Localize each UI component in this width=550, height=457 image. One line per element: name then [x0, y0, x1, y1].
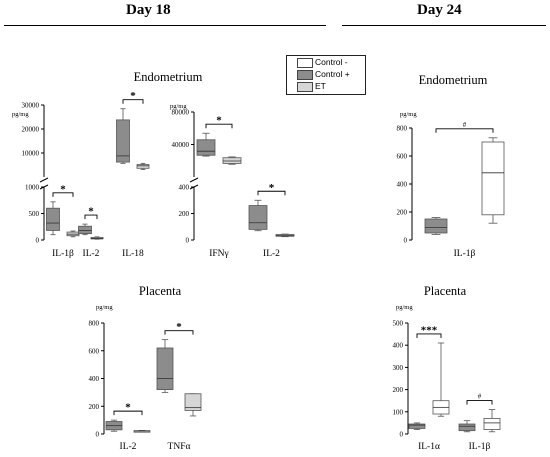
x-category-label-il-1beta: IL-1β [454, 249, 476, 259]
y-axis-label-d18-endo-b: pg/mg [170, 103, 187, 110]
significance-tnfalpha-label: * [176, 321, 182, 333]
box-tnfalpha-control [156, 347, 174, 391]
y-tick-label-d24-endometrium: 400 [397, 181, 408, 189]
y-tick-label-d18-endo-b: 400 [179, 184, 190, 192]
significance-ifngamma-bracket [205, 123, 233, 129]
y-tick-label-d24-placenta: 200 [393, 386, 404, 394]
y-tick-label-d18-placenta: 200 [89, 403, 100, 411]
y-tick-label-d24-endometrium: 800 [397, 125, 408, 133]
header-day-18: Day 18 [126, 2, 171, 18]
box-il-2-control [248, 205, 268, 230]
y-axis-label-d18-endo-a: pg/mg [12, 111, 29, 118]
y-tick-label-d18-endo-b: 40000 [172, 141, 190, 149]
header-rule-day-24 [342, 25, 546, 26]
legend-label: Control + [315, 69, 350, 79]
x-category-label-il-2: IL-2 [83, 249, 100, 259]
y-tick-label-d18-endo-b: 0 [186, 237, 190, 245]
axis-break-mark-d18-endo-a [39, 177, 49, 183]
y-tick-label-d18-endo-b: 80000 [172, 109, 190, 117]
significance-tnfalpha-bracket [164, 330, 194, 335]
legend-label: Control - [315, 57, 348, 67]
legend-item-control-neg: Control - [287, 57, 365, 68]
y-tick-label-d24-placenta: 0 [400, 431, 404, 439]
box-tnfalpha-et [184, 393, 202, 411]
title-d18-endometrium: Endometrium [134, 70, 203, 84]
title-d18-placenta: Placenta [139, 284, 182, 298]
y-axis-label-d24-endometrium: pg/mg [400, 111, 417, 118]
y-tick-label-d18-endo-b: 200 [179, 210, 190, 218]
box-il-1beta-control [458, 423, 476, 432]
x-category-label-il-1alpha: IL-1α [418, 442, 440, 452]
box-il-1alpha-control [408, 423, 426, 429]
y-tick-label-d18-endo-a: 1000 [25, 184, 40, 192]
y-tick-label-d18-endo-a: 20000 [22, 126, 40, 134]
x-category-label-il-1beta: IL-1β [469, 442, 491, 452]
legend-item-control-pos: Control + [287, 69, 365, 80]
x-category-label-il-2: IL-2 [120, 442, 137, 452]
x-category-label-tnfalpha: TNFα [168, 442, 191, 452]
title-d24-endometrium: Endometrium [419, 73, 488, 87]
significance-il-1beta-label: * [60, 183, 66, 195]
legend-swatch [297, 58, 313, 68]
significance-il-2-bracket [257, 190, 286, 196]
legend-item-et: ET [287, 81, 365, 92]
significance-il-1beta-label: # [463, 121, 467, 129]
significance-il-2-label: * [125, 402, 131, 414]
significance-il-1alpha-bracket [416, 333, 442, 338]
significance-il-2-label: * [269, 182, 275, 194]
y-tick-label-d18-endo-a: 30000 [22, 102, 40, 110]
box-il-1beta-control [46, 207, 60, 231]
y-tick-label-d24-placenta: 100 [393, 408, 404, 416]
y-tick-label-d18-placenta: 400 [89, 375, 100, 383]
significance-il-2-label: * [88, 206, 94, 218]
significance-il-18-bracket [122, 99, 144, 104]
significance-il-18-label: * [130, 90, 136, 102]
y-tick-label-d24-endometrium: 0 [404, 237, 408, 245]
box-ifngamma-et [222, 157, 242, 164]
box-il-1beta-control [481, 141, 505, 216]
x-category-label-il-2: IL-2 [263, 249, 280, 259]
significance-il-1alpha-label: *** [421, 324, 438, 336]
y-tick-label-d24-placenta: 400 [393, 342, 404, 350]
y-axis-label-d24-placenta: pg/mg [396, 304, 413, 311]
y-tick-label-d24-endometrium: 200 [397, 209, 408, 217]
title-d24-placenta: Placenta [424, 284, 467, 298]
box-il-1beta-control [483, 418, 501, 430]
y-tick-label-d18-endo-a: 0 [36, 237, 40, 245]
box-il-2-control [78, 225, 92, 235]
significance-ifngamma-label: * [216, 115, 222, 127]
y-tick-label-d18-placenta: 800 [89, 320, 100, 328]
axis-break-mark-d18-endo-b [189, 177, 199, 183]
box-il-18-et [136, 164, 150, 169]
legend: Control - Control + ET [286, 55, 366, 95]
box-il-1beta-control [424, 218, 448, 234]
y-tick-label-d24-endometrium: 600 [397, 153, 408, 161]
y-tick-label-d18-placenta: 0 [96, 431, 100, 439]
significance-il-1beta-label: # [478, 393, 482, 401]
x-category-label-il-1beta: IL-1β [52, 249, 74, 259]
y-axis-label-d18-placenta: pg/mg [96, 304, 113, 311]
legend-swatch [297, 70, 313, 80]
y-tick-label-d18-placenta: 600 [89, 347, 100, 355]
y-tick-label-d24-placenta: 300 [393, 364, 404, 372]
significance-il-1beta-bracket [52, 192, 74, 197]
x-category-label-il-18: IL-18 [122, 249, 144, 259]
header-day-24: Day 24 [417, 2, 462, 18]
y-tick-label-d18-endo-a: 500 [29, 210, 40, 218]
significance-il-1beta-bracket [466, 400, 493, 405]
significance-il-2-bracket [84, 214, 98, 220]
significance-il-1beta-bracket [435, 128, 494, 133]
significance-il-2-bracket [113, 410, 143, 416]
header-rule-day-18 [4, 25, 326, 26]
y-tick-label-d18-endo-a: 10000 [22, 150, 40, 158]
legend-swatch [297, 82, 313, 92]
box-il-18-control [116, 119, 130, 163]
y-tick-label-d24-placenta: 500 [393, 320, 404, 328]
x-category-label-ifngamma: IFNγ [209, 249, 229, 259]
box-ifngamma-control [196, 139, 216, 156]
legend-label: ET [315, 81, 326, 91]
